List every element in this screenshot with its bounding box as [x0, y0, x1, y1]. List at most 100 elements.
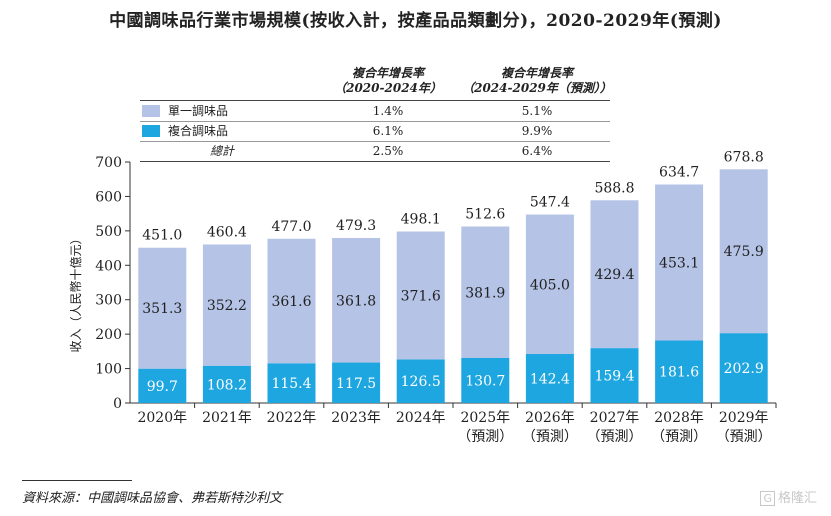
bar-single-seasoning	[719, 169, 768, 334]
bar-compound-seasoning	[461, 358, 510, 403]
cagr-value: 6.1%	[372, 124, 404, 138]
data-label-single: 475.9	[724, 244, 764, 260]
watermark-logo-icon: G	[760, 491, 775, 506]
cagr-value: 9.9%	[521, 124, 553, 138]
chart-title: 中國調味品行業市場規模(按收入計，按產品品類劃分)，2020-2029年(預測)	[109, 11, 722, 31]
cagr-header-2024-2029: 複合年增長率 （2024-2029年（預測））	[452, 66, 622, 96]
x-tick-sublabel: （預測）	[457, 429, 513, 445]
cagr-row-single: 單一調味品 1.4% 5.1%	[140, 102, 610, 120]
y-tick-label: 700	[95, 155, 122, 171]
x-tick-label: 2027年	[590, 410, 640, 426]
x-tick-label: 2020年	[137, 410, 187, 426]
bar-single-seasoning	[138, 247, 187, 369]
cagr-header-1-line2: （2020-2024年）	[334, 81, 442, 95]
data-label-single: 429.4	[594, 267, 634, 283]
x-tick-sublabel: （預測）	[522, 429, 578, 445]
footer-rule	[22, 480, 132, 481]
data-label-compound: 126.5	[401, 374, 441, 390]
bar-compound-seasoning	[655, 340, 704, 403]
bar-single-seasoning	[396, 231, 445, 360]
x-tick-sublabel: （預測）	[651, 429, 707, 445]
bar-single-seasoning	[267, 238, 316, 364]
cagr-value: 1.4%	[372, 104, 404, 118]
cagr-value: 2.5%	[372, 144, 404, 158]
y-tick-label: 500	[95, 224, 122, 240]
bar-compound-seasoning	[332, 362, 381, 403]
data-label-compound: 181.6	[659, 365, 699, 381]
single-seasoning-swatch	[142, 105, 160, 117]
x-tick-sublabel: （預測）	[587, 429, 643, 445]
x-tick-label: 2023年	[331, 410, 381, 426]
y-tick-label: 100	[95, 362, 122, 378]
bar-single-seasoning	[332, 237, 381, 363]
data-label-compound: 130.7	[465, 374, 505, 390]
bar-compound-seasoning	[396, 359, 445, 403]
data-label-total: 477.0	[271, 219, 311, 235]
x-tick-sublabel: （預測）	[716, 429, 772, 445]
compound-seasoning-swatch	[142, 125, 160, 137]
table-rule	[140, 100, 610, 101]
bar-compound-seasoning	[525, 353, 574, 403]
watermark: G 格隆汇	[760, 487, 817, 506]
data-label-total: 547.4	[530, 195, 570, 211]
cagr-header-2-line2: （2024-2029年（預測））	[462, 81, 612, 95]
row-label: 複合調味品	[168, 124, 229, 138]
y-tick-label: 200	[95, 327, 122, 343]
data-label-compound: 159.4	[594, 369, 634, 385]
bar-single-seasoning	[655, 184, 704, 341]
data-label-total: 460.4	[207, 224, 247, 240]
cagr-row-compound: 複合調味品 6.1% 9.9%	[140, 122, 610, 140]
data-label-single: 361.8	[336, 293, 376, 309]
data-label-compound: 142.4	[530, 371, 570, 387]
data-label-compound: 108.2	[207, 377, 247, 393]
data-label-total: 451.0	[142, 228, 182, 244]
data-label-compound: 117.5	[336, 376, 376, 392]
bar-single-seasoning	[461, 226, 510, 359]
data-label-total: 512.6	[465, 207, 505, 223]
data-label-total: 588.8	[594, 180, 634, 196]
x-tick-label: 2022年	[267, 410, 317, 426]
data-label-total: 634.7	[659, 164, 699, 180]
row-label: 總計	[210, 144, 235, 158]
y-tick-label: 600	[95, 189, 122, 205]
y-tick-label: 0	[113, 396, 122, 412]
data-label-compound: 115.4	[271, 376, 311, 392]
bar-compound-seasoning	[138, 368, 187, 403]
y-tick-label: 300	[95, 293, 122, 309]
watermark-text: 格隆汇	[777, 491, 817, 506]
bar-single-seasoning	[590, 200, 639, 349]
x-tick-label: 2028年	[654, 410, 704, 426]
cagr-row-total: 總計 2.5% 6.4%	[140, 142, 610, 160]
cagr-header-2020-2024: 複合年增長率 （2020-2024年）	[318, 66, 458, 96]
y-axis-label: 收入（人民幣十億元）	[69, 232, 83, 352]
x-tick-label: 2029年	[719, 410, 769, 426]
table-rule	[140, 121, 610, 122]
data-label-single: 453.1	[659, 255, 699, 271]
cagr-value: 5.1%	[521, 104, 553, 118]
x-tick-label: 2025年	[460, 410, 510, 426]
bar-single-seasoning	[202, 244, 251, 366]
data-label-single: 351.3	[142, 301, 182, 317]
cagr-header-1-line1: 複合年增長率	[351, 66, 424, 80]
bar-compound-seasoning	[719, 333, 768, 403]
data-label-single: 361.6	[271, 294, 311, 310]
y-tick-label: 400	[95, 258, 122, 274]
data-label-total: 498.1	[401, 212, 441, 228]
cagr-value: 6.4%	[521, 144, 553, 158]
data-label-total: 678.8	[724, 149, 764, 165]
source-note: 資料來源：中國調味品協會、弗若斯特沙利文	[22, 491, 283, 506]
x-tick-label: 2024年	[396, 410, 446, 426]
data-label-total: 479.3	[336, 218, 376, 234]
bar-compound-seasoning	[267, 363, 316, 403]
cagr-header-2-line1: 複合年增長率	[500, 66, 573, 80]
data-label-single: 381.9	[465, 285, 505, 301]
stacked-bar-chart: 0 100 200 300 400 500 600 700 收入（人民幣十億元） 99.7 351.…	[69, 149, 777, 445]
data-label-compound: 202.9	[724, 361, 764, 377]
x-tick-label: 2021年	[202, 410, 252, 426]
table-rule	[140, 141, 610, 142]
row-label: 單一調味品	[168, 104, 229, 118]
table-rule	[140, 161, 610, 162]
bar-single-seasoning	[525, 214, 574, 354]
data-label-compound: 99.7	[147, 379, 178, 395]
bar-compound-seasoning	[590, 348, 639, 403]
